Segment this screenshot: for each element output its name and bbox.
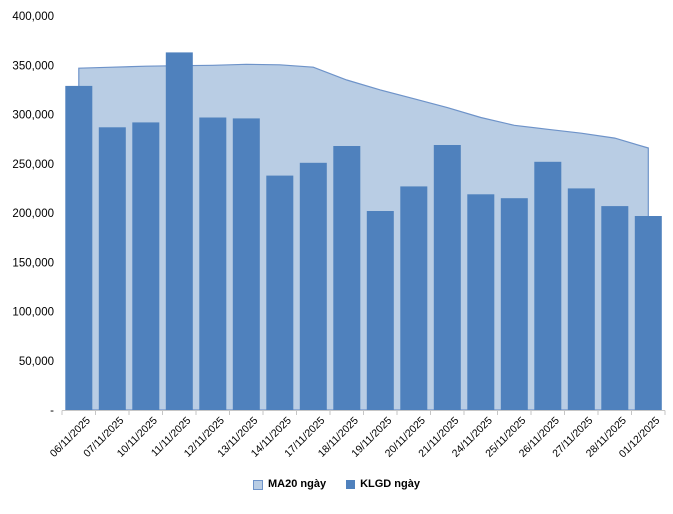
legend-label-klgd: KLGD ngày (360, 478, 420, 490)
klgd-bar (500, 198, 528, 410)
klgd-bar (98, 127, 126, 411)
klgd-bar (165, 52, 193, 411)
chart-legend: MA20 ngày KLGD ngày (0, 479, 673, 490)
klgd-bar (266, 175, 294, 410)
klgd-bar (65, 85, 93, 411)
klgd-bar (601, 206, 629, 410)
y-axis-label: 400,000 (12, 11, 54, 23)
klgd-bar (366, 211, 394, 410)
klgd-bar (299, 162, 327, 410)
y-axis-label: 100,000 (12, 307, 54, 319)
klgd-bar (433, 145, 461, 410)
y-axis-label: 200,000 (12, 208, 54, 220)
klgd-bar (333, 146, 361, 410)
legend-item-klgd: KLGD ngày (346, 479, 420, 490)
y-axis-label: 150,000 (12, 257, 54, 269)
klgd-bar (467, 194, 495, 410)
ma20-swatch-icon (253, 479, 263, 490)
y-axis-label: 300,000 (12, 110, 54, 122)
klgd-bar (534, 161, 562, 410)
klgd-bar (400, 186, 428, 410)
klgd-swatch-icon (346, 480, 356, 489)
y-axis-label: - (50, 405, 54, 417)
legend-item-ma20: MA20 ngày (253, 479, 326, 490)
klgd-bar (132, 122, 160, 411)
y-axis-label: 50,000 (19, 356, 54, 368)
klgd-bar (199, 117, 227, 410)
y-axis-label: 350,000 (12, 60, 54, 72)
y-axis-label: 250,000 (12, 159, 54, 171)
legend-label-ma20: MA20 ngày (268, 478, 327, 490)
klgd-bar (232, 118, 260, 411)
klgd-bar (567, 188, 595, 410)
klgd-bar (634, 216, 662, 410)
ma20-area-series (78, 63, 649, 411)
